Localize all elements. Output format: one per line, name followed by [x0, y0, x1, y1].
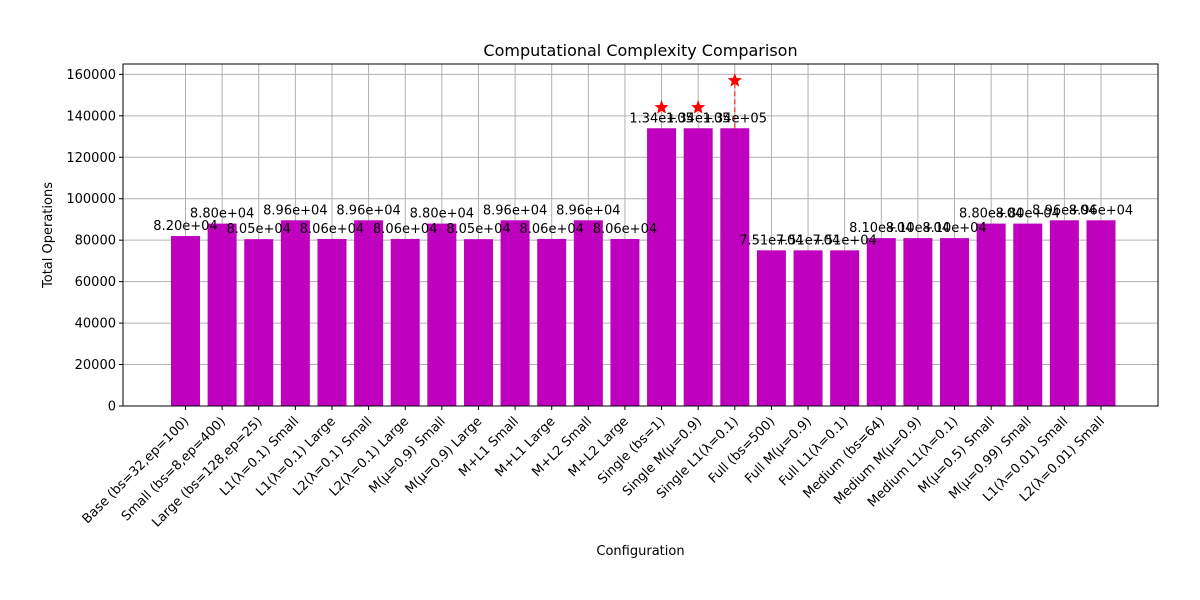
bar-value-label: 8.20e+04	[153, 219, 217, 234]
bar-value-label: 8.80e+04	[190, 207, 254, 222]
y-tick-label: 80000	[75, 234, 116, 249]
bar	[317, 238, 347, 406]
bar-value-label: 8.06e+04	[373, 222, 437, 237]
bar	[647, 128, 677, 406]
bar	[940, 238, 970, 406]
bar-value-label: 8.96e+04	[1069, 203, 1133, 218]
bar-value-label: 7.51e+04	[776, 233, 840, 248]
y-tick-label: 20000	[75, 358, 116, 373]
bar	[537, 238, 567, 406]
bar-value-label: 8.96e+04	[263, 203, 327, 218]
bar-value-label: 8.05e+04	[227, 222, 291, 237]
bar	[573, 220, 603, 406]
star-marker	[691, 100, 706, 114]
y-tick-label: 120000	[66, 151, 116, 166]
bar	[1086, 220, 1116, 406]
overlay-layer	[654, 73, 742, 129]
bar	[683, 128, 713, 406]
y-tick-label: 40000	[75, 317, 116, 332]
plot-frame	[122, 63, 1159, 407]
bar	[976, 223, 1006, 406]
bar-value-label: 8.06e+04	[593, 222, 657, 237]
bar-value-label: 7.51e+04	[812, 233, 876, 248]
star-marker	[654, 100, 669, 114]
bar-value-label: 8.06e+04	[520, 222, 584, 237]
data-labels-layer: 8.20e+048.80e+048.05e+048.96e+048.06e+04…	[153, 111, 1133, 248]
bar-value-label: 8.10e+04	[886, 221, 950, 236]
bar-value-label: 8.96e+04	[483, 203, 547, 218]
bar	[207, 223, 237, 406]
y-tick-label: 140000	[66, 109, 116, 124]
bar	[1049, 220, 1079, 406]
y-tick-label: 60000	[75, 275, 116, 290]
bar	[280, 220, 310, 406]
bar-value-label: 1.34e+05	[629, 111, 693, 126]
y-axis: 0 20000 40000 60000 80000 100000 120000 140000 1…	[66, 68, 123, 415]
bar-value-label: 8.96e+04	[336, 203, 400, 218]
x-axis-label: Configuration	[596, 544, 684, 559]
y-tick-label: 160000	[66, 68, 116, 83]
bar	[866, 238, 896, 406]
bar	[1013, 223, 1043, 406]
bar	[830, 250, 860, 406]
bar-value-label: 8.80e+04	[410, 207, 474, 222]
bar	[903, 238, 933, 406]
bar	[171, 236, 200, 406]
bar-value-label: 8.06e+04	[300, 222, 364, 237]
bar-value-label: 8.80e+04	[959, 207, 1023, 222]
bar	[427, 223, 457, 406]
bar-value-label: 1.34e+05	[666, 111, 730, 126]
bar	[756, 250, 786, 406]
bar-value-label: 8.10e+04	[849, 221, 913, 236]
bar	[500, 220, 530, 406]
bar	[244, 239, 274, 406]
bar-value-label: 8.96e+04	[1032, 203, 1096, 218]
bar-value-label: 8.96e+04	[556, 203, 620, 218]
bar-value-label: 8.80e+04	[996, 207, 1060, 222]
bars-layer	[171, 128, 1116, 406]
y-tick-label: 100000	[66, 192, 116, 207]
chart-title: Computational Complexity Comparison	[483, 41, 797, 60]
bar	[390, 238, 420, 406]
y-tick-label: 0	[108, 400, 116, 415]
bar-value-label: 8.10e+04	[922, 221, 986, 236]
bar	[610, 238, 640, 406]
bar-value-label: 7.51e+04	[739, 233, 803, 248]
bar	[793, 250, 823, 406]
y-axis-label: Total Operations	[41, 182, 56, 289]
bar-value-label: 1.34e+05	[703, 111, 767, 126]
x-axis: Base (bs=32,ep=100)Small (bs=8,ep=400)La…	[80, 406, 1108, 530]
bar	[354, 220, 384, 406]
star-marker	[727, 73, 742, 87]
bar-value-label: 8.05e+04	[446, 222, 510, 237]
bar	[720, 128, 750, 406]
bar	[463, 239, 493, 406]
